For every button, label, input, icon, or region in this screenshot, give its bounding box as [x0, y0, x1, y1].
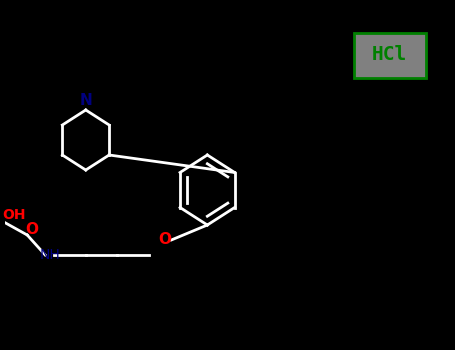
Text: OH: OH: [2, 208, 25, 222]
Text: NH: NH: [39, 248, 60, 262]
FancyBboxPatch shape: [354, 33, 426, 77]
Text: HCl: HCl: [372, 46, 407, 64]
Text: O: O: [25, 223, 38, 238]
Text: N: N: [79, 92, 92, 107]
Text: O: O: [158, 232, 171, 247]
